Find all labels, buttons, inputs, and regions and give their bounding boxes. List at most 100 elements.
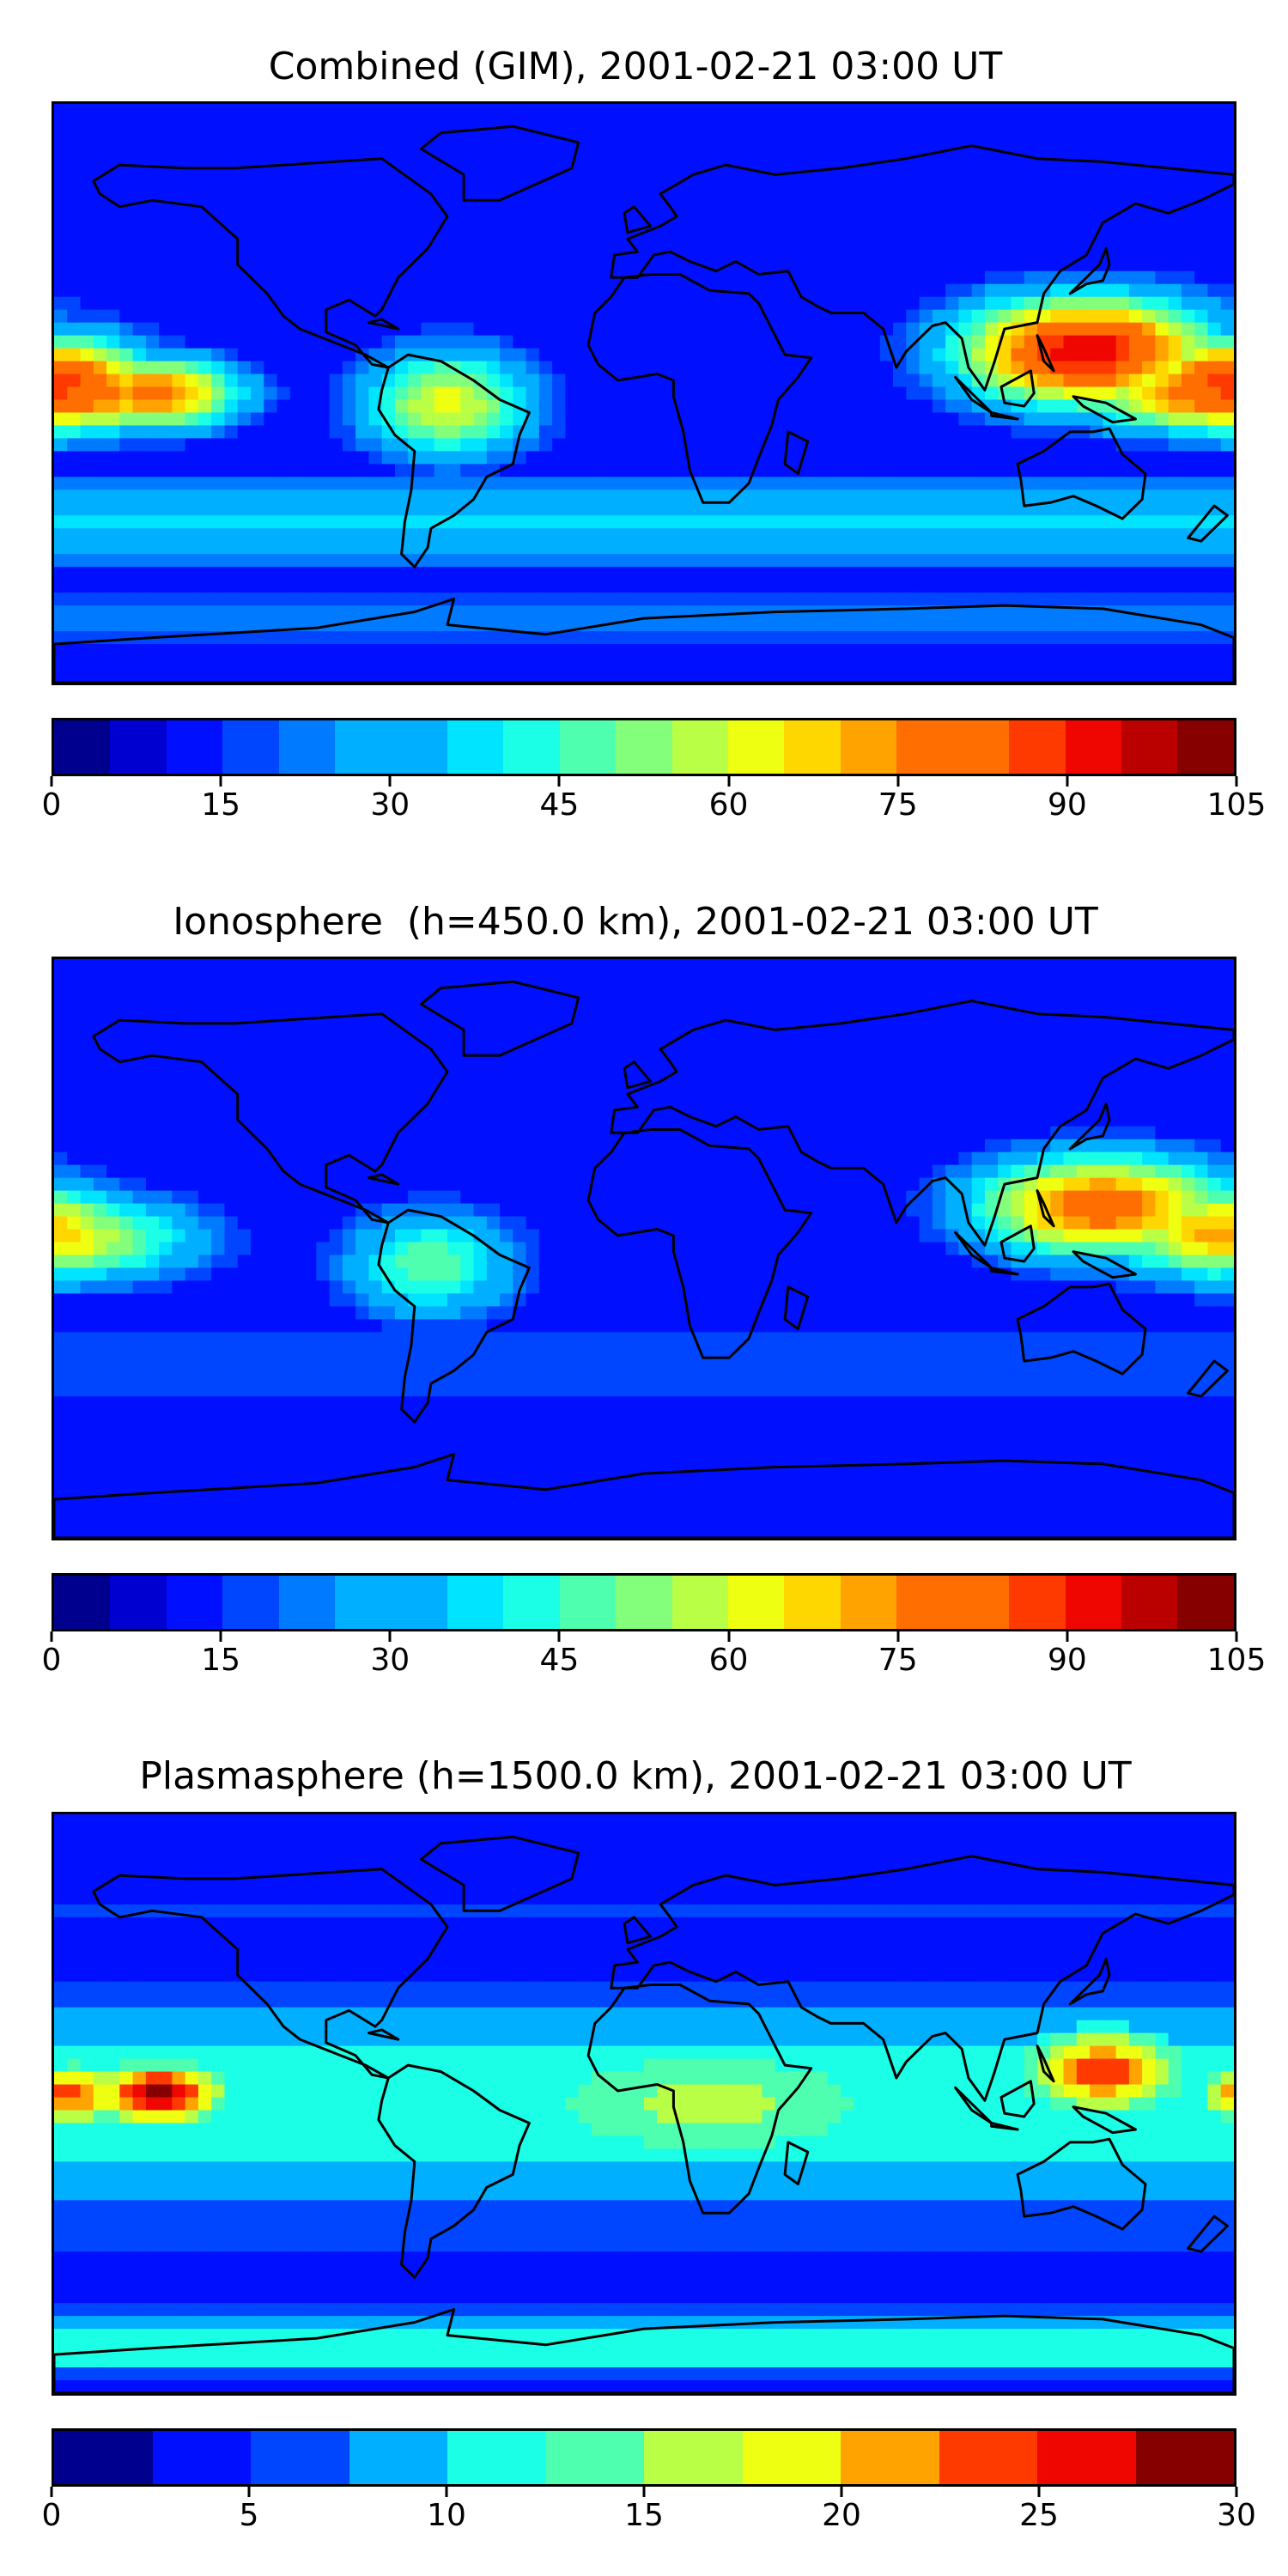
heatmap-cell [762,541,776,555]
heatmap-cell [368,554,383,568]
heatmap-cell [185,180,199,195]
colorbar-segment [1065,720,1122,774]
heatmap-cell [749,335,762,349]
heatmap-cell [854,644,868,658]
heatmap-cell [827,438,841,452]
heatmap-cell [172,116,186,131]
heatmap-cell [460,425,475,440]
heatmap-cell [132,245,147,259]
heatmap-cell [787,245,802,259]
heatmap-cell [1168,1023,1182,1037]
heatmap-cell [1011,258,1025,272]
heatmap-cell [1050,644,1065,658]
heatmap-cell [1220,193,1234,208]
heatmap-cell [500,335,513,349]
heatmap-cell [1220,959,1234,973]
heatmap-cell [617,451,632,465]
heatmap-cell [316,997,331,1012]
heatmap-cell [749,554,762,568]
heatmap-cell [735,1074,750,1089]
heatmap-cell [368,245,383,259]
heatmap-cell [526,605,540,619]
heatmap-cell [1024,515,1038,529]
heatmap-cell [801,644,816,658]
heatmap-cell [276,322,291,337]
heatmap-cell [814,528,829,542]
heatmap-cell [1142,489,1156,503]
heatmap-cell [605,425,619,440]
heatmap-cell [251,1023,264,1037]
heatmap-cell [1063,361,1078,375]
heatmap-cell [473,605,488,619]
heatmap-cell [329,399,343,414]
heatmap-cell [1181,670,1195,683]
heatmap-cell [906,971,920,986]
heatmap-cell [1155,971,1170,986]
heatmap-cell [1181,541,1195,555]
heatmap-cell [722,386,737,401]
heatmap-cell [538,451,553,465]
heatmap-cell [394,1061,409,1076]
heatmap-cell [696,541,710,555]
heatmap-cell [552,296,566,311]
heatmap-cell [159,984,173,999]
heatmap-cell [971,618,986,632]
heatmap-cell [80,296,94,311]
heatmap-cell [276,631,291,645]
heatmap-cell [54,567,68,580]
heatmap-cell [237,296,252,311]
heatmap-cell [211,116,226,131]
heatmap-cell [434,335,448,349]
heatmap-cell [932,984,946,999]
heatmap-cell [303,631,317,645]
heatmap-cell [381,167,396,182]
heatmap-cell [801,232,816,246]
heatmap-cell [958,399,973,414]
heatmap-cell [264,374,278,388]
heatmap-cell [132,670,147,683]
heatmap-cell [1090,451,1103,465]
heatmap-cell [381,644,396,658]
heatmap-cell [486,631,501,645]
heatmap-cell [106,309,120,324]
heatmap-cell [172,142,186,156]
heatmap-cell [630,322,645,337]
heatmap-cell [500,386,513,401]
heatmap-cell [172,270,186,285]
heatmap-cell [264,528,278,542]
heatmap-cell [696,361,710,375]
heatmap-cell [578,554,592,568]
heatmap-cell [605,142,619,156]
heatmap-cell [1181,464,1195,477]
heatmap-cell [54,155,68,169]
heatmap-cell [919,554,933,568]
heatmap-cell [434,554,448,568]
heatmap-cell [578,464,592,477]
heatmap-cell [841,1036,854,1050]
heatmap-cell [605,644,619,658]
heatmap-cell [303,502,317,516]
heatmap-cell [473,283,488,298]
heatmap-cell [289,232,304,246]
heatmap-cell [538,567,553,580]
heatmap-cell [787,335,802,349]
heatmap-cell [145,592,160,606]
heatmap-cell [787,104,802,118]
heatmap-cell [958,258,973,272]
heatmap-cell [513,1074,527,1089]
heatmap-cell [67,374,82,388]
heatmap-cell [368,657,383,671]
heatmap-cell [368,129,383,143]
heatmap-cell [80,399,94,414]
heatmap-cell [1181,386,1195,401]
heatmap-cell [749,567,762,580]
heatmap-cell [237,657,252,671]
heatmap-cell [683,959,697,973]
heatmap-cell [159,1074,173,1089]
heatmap-cell [866,425,881,440]
heatmap-cell [984,1010,999,1024]
heatmap-cell [866,971,881,986]
heatmap-cell [762,245,776,259]
heatmap-cell [1142,959,1156,973]
heatmap-cell [919,322,933,337]
